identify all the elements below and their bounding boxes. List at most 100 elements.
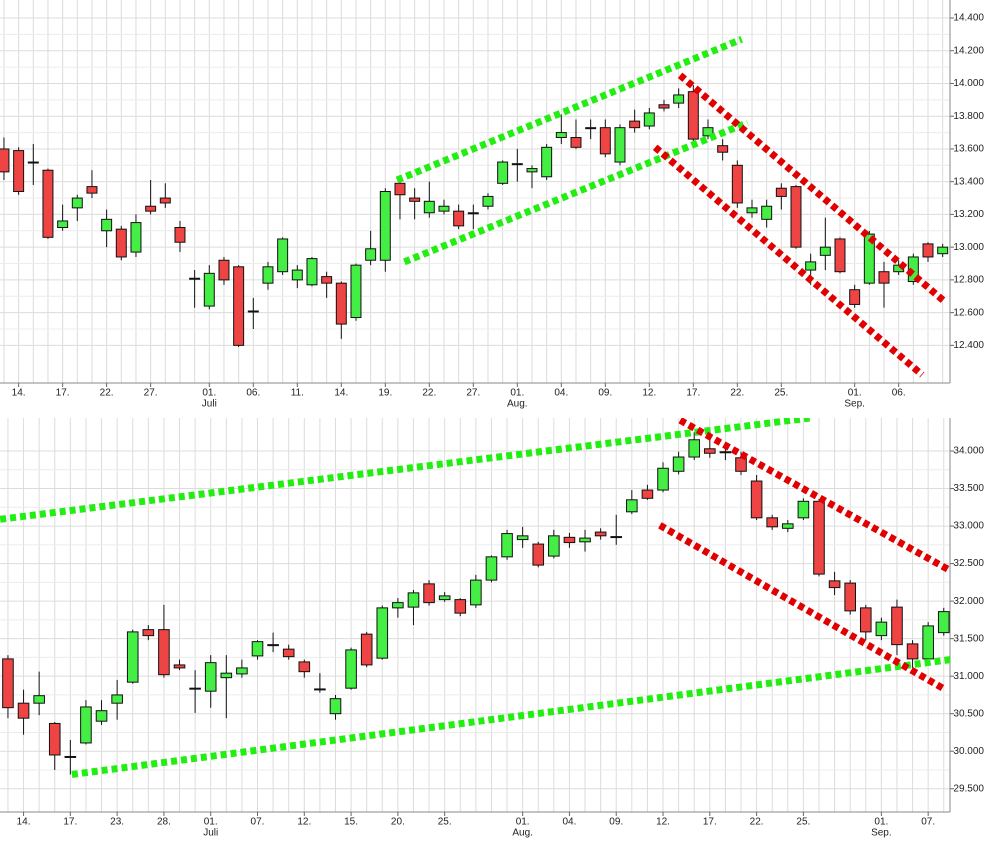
candle-body <box>335 282 347 325</box>
candle-body <box>719 451 732 454</box>
candle-body <box>731 164 743 204</box>
trendline <box>652 144 925 378</box>
candle-body <box>345 649 357 689</box>
x-tick-label: 04. <box>562 817 576 828</box>
candle-body <box>57 220 69 229</box>
x-tick-label: 07. <box>251 817 265 828</box>
candle-body <box>423 583 435 604</box>
x-tick-label: 20. <box>391 817 405 828</box>
candle-body <box>454 599 467 614</box>
candle-body <box>526 168 538 173</box>
trendline <box>395 36 744 184</box>
candle-body <box>467 212 479 215</box>
candle-body <box>314 688 326 691</box>
candle-body <box>130 222 142 253</box>
candle-body <box>409 197 421 202</box>
x-tick-label: 01. <box>874 817 888 828</box>
candle-body <box>101 218 113 232</box>
candle-body <box>277 238 289 273</box>
candle-body <box>321 276 333 284</box>
candle-body <box>497 161 509 184</box>
candle-body <box>376 607 389 659</box>
candle-body <box>906 643 919 660</box>
candle-body <box>775 187 787 197</box>
candle-body <box>761 205 773 220</box>
candle-body <box>819 246 831 256</box>
y-tick-label: 30.000 <box>953 746 984 757</box>
candle-body <box>394 182 406 196</box>
candle-body <box>657 467 669 491</box>
candle-body <box>13 150 25 192</box>
candle-body <box>80 706 92 744</box>
y-tick-label: 13.000 <box>953 242 984 253</box>
x-tick-label: 27. <box>466 388 480 399</box>
x-tick-label: 01. <box>848 388 862 399</box>
candle-body <box>282 648 295 658</box>
candle-body <box>291 269 303 281</box>
candle-body <box>95 710 108 722</box>
candle-body <box>115 228 127 258</box>
candle-body <box>585 127 597 130</box>
candle-body <box>907 256 919 283</box>
candle-body <box>891 606 903 646</box>
x-tick-label: 25. <box>796 817 810 828</box>
x-tick-label: 14. <box>334 388 348 399</box>
candle-body <box>614 127 626 163</box>
candle-body <box>687 91 699 140</box>
candle-body <box>750 480 763 519</box>
candle-body <box>329 698 342 715</box>
candle-body <box>71 197 83 209</box>
candle-body <box>746 207 758 214</box>
candle-body <box>863 233 875 284</box>
candle-body <box>48 722 61 756</box>
candle-body <box>218 259 230 281</box>
candle-body <box>629 120 641 129</box>
candle-body <box>203 272 215 307</box>
x-tick-label: 17. <box>63 817 77 828</box>
y-tick-label: 31.500 <box>953 633 984 644</box>
candle-body <box>704 448 716 454</box>
x-tick-label: 01. <box>202 388 216 399</box>
candle-body <box>173 664 186 669</box>
candle-body <box>532 543 545 566</box>
trendline <box>677 72 947 304</box>
trendline <box>0 418 811 523</box>
candle-body <box>563 536 576 544</box>
candle-body <box>360 633 373 666</box>
candle-body <box>844 582 856 612</box>
x-tick-label: 25. <box>774 388 788 399</box>
x-tick-label: 22. <box>422 388 436 399</box>
x-tick-label: 07. <box>921 817 935 828</box>
x-tick-label: 15. <box>344 817 358 828</box>
candle-body <box>672 456 685 472</box>
candle-body <box>541 146 553 178</box>
x-month-label: Juli <box>203 828 218 839</box>
x-tick-label: 04. <box>554 388 568 399</box>
candle-body <box>407 592 420 608</box>
candle-body <box>570 136 582 148</box>
y-tick-label: 12.800 <box>953 275 984 286</box>
candle-body <box>159 197 171 204</box>
candle-body <box>688 439 701 458</box>
x-tick-label: 11. <box>291 388 304 399</box>
candle-body <box>423 200 435 214</box>
trendline <box>678 418 951 573</box>
candle-body <box>878 271 890 284</box>
x-tick-label: 22. <box>100 388 114 399</box>
candle-body <box>350 264 362 319</box>
candle-body <box>262 266 274 284</box>
x-tick-label: 22. <box>730 388 744 399</box>
candle-body <box>516 535 529 541</box>
x-tick-label: 27. <box>144 388 158 399</box>
candle-body <box>145 205 157 212</box>
y-tick-label: 33.000 <box>953 521 984 532</box>
candle-body <box>17 702 30 719</box>
x-month-label: Sep. <box>844 399 865 410</box>
candle-body <box>849 289 861 305</box>
candle-body <box>189 687 201 690</box>
candle-body <box>64 755 77 758</box>
x-tick-label: 19. <box>378 388 392 399</box>
x-tick-label: 28. <box>157 817 171 828</box>
candle-body <box>875 621 888 637</box>
candle-body <box>599 127 611 155</box>
